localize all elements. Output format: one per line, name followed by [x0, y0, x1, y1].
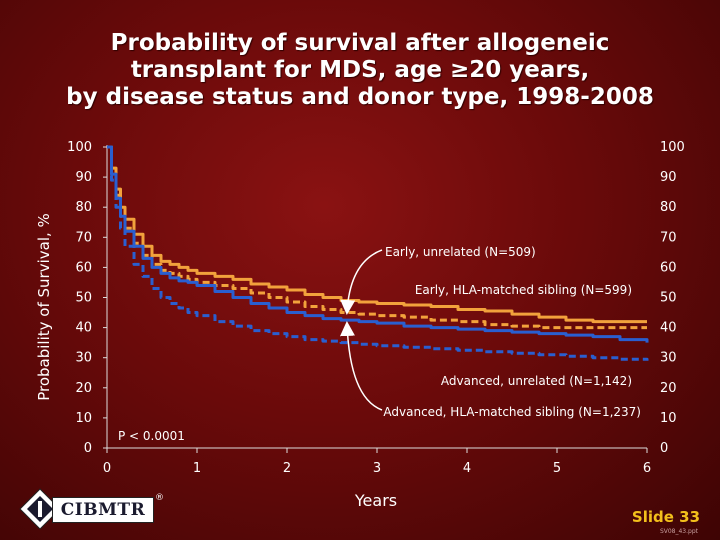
y-tick-label-left: 80 — [75, 200, 92, 215]
arrow-early — [340, 249, 383, 315]
y-tick-label-left: 60 — [75, 260, 92, 275]
y-tick-label-right: 30 — [660, 351, 677, 366]
x-tick-label: 1 — [193, 461, 201, 476]
y-tick-label-right: 100 — [660, 140, 685, 155]
slide-code: SV08_43.ppt — [659, 528, 698, 535]
y-tick-label-left: 0 — [84, 441, 92, 456]
y-tick-label-left: 50 — [75, 291, 92, 306]
chart-title: Probability of survival after allogeneic… — [0, 30, 720, 111]
y-tick-label-right: 80 — [660, 200, 677, 215]
logo-text: CIBMTR — [52, 497, 154, 523]
y-tick-label-right: 60 — [660, 260, 677, 275]
y-tick-label-left: 10 — [75, 411, 92, 426]
series-label-4: Advanced, unrelated (N=1,142) — [441, 374, 632, 388]
y-tick-label-left: 100 — [67, 140, 92, 155]
x-tick-label: 6 — [643, 461, 651, 476]
series-line-1 — [107, 145, 647, 324]
series-label-3: Advanced, HLA-matched sibling (N=1,237) — [383, 405, 641, 419]
series-line-4 — [107, 145, 649, 361]
title-line-2: transplant for MDS, age ≥20 years, — [130, 57, 590, 83]
arrow-advanced — [339, 321, 383, 411]
y-tick-label-right: 10 — [660, 411, 677, 426]
logo-registered-mark: ® — [155, 493, 164, 503]
title-line-3: by disease status and donor type, 1998-2… — [66, 84, 654, 110]
series-line-3 — [107, 145, 649, 343]
y-tick-label-left: 30 — [75, 351, 92, 366]
x-tick-label: 5 — [553, 461, 561, 476]
x-tick-label: 2 — [283, 461, 291, 476]
y-tick-label-right: 50 — [660, 291, 677, 306]
x-tick-label: 4 — [463, 461, 471, 476]
y-tick-label-left: 40 — [75, 321, 92, 336]
y-tick-label-left: 20 — [75, 381, 92, 396]
y-tick-label-right: 90 — [660, 170, 677, 185]
p-value-annotation: P < 0.0001 — [118, 429, 185, 443]
x-tick-label: 3 — [373, 461, 381, 476]
title-line-1: Probability of survival after allogeneic — [110, 30, 610, 56]
cibmtr-logo: CIBMTR ® — [16, 487, 164, 529]
series-label-1: Early, unrelated (N=509) — [385, 245, 536, 259]
y-tick-label-left: 90 — [75, 170, 92, 185]
y-tick-label-right: 40 — [660, 321, 677, 336]
y-axis-label: Probability of Survival, % — [35, 213, 53, 401]
x-tick-label: 0 — [103, 461, 111, 476]
y-tick-label-left: 70 — [75, 230, 92, 245]
y-tick-label-right: 20 — [660, 381, 677, 396]
x-axis-label: Years — [354, 491, 398, 510]
y-tick-label-right: 70 — [660, 230, 677, 245]
series-label-2: Early, HLA-matched sibling (N=599) — [415, 283, 632, 297]
slide-number: Slide 33 — [631, 508, 700, 526]
y-tick-label-right: 0 — [660, 441, 668, 456]
